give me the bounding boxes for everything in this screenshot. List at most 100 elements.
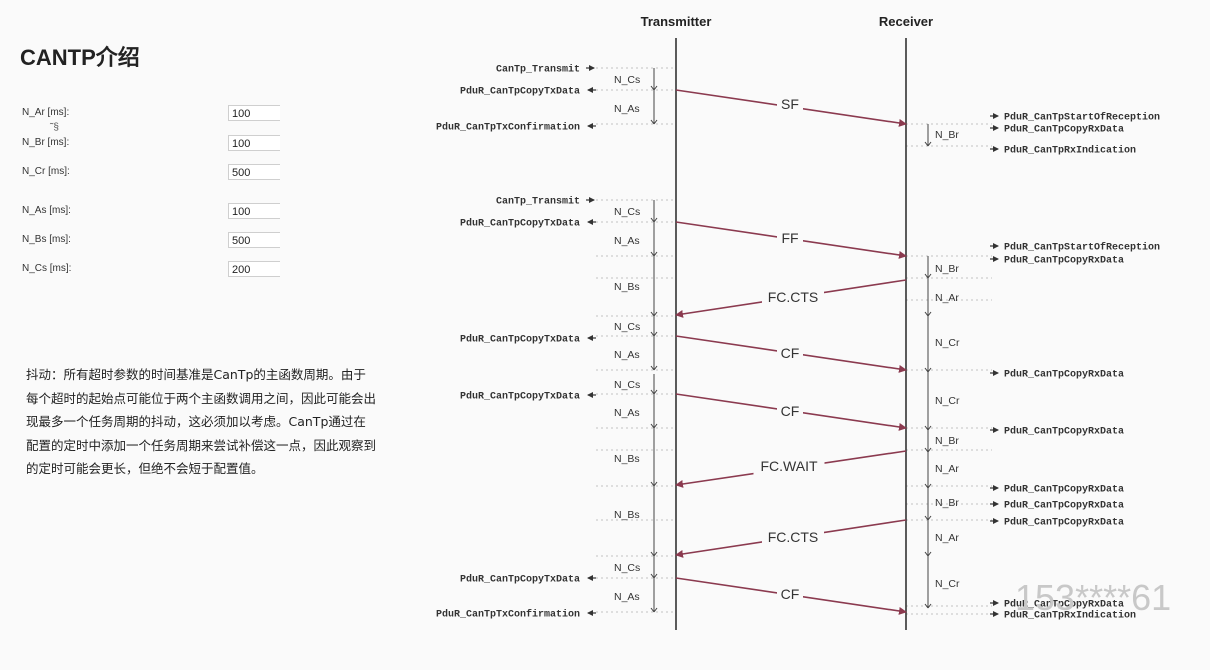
tx-api-call: PduR_CanTpCopyTxData bbox=[460, 574, 580, 586]
timer-bracket bbox=[924, 425, 929, 431]
frame-label: CF bbox=[781, 345, 800, 361]
param-value-field[interactable]: 200 bbox=[228, 261, 280, 277]
tx-api-call: PduR_CanTpTxConfirmation bbox=[436, 609, 580, 621]
frame-label-bg bbox=[777, 96, 803, 113]
rx-timer-label: N_Br bbox=[935, 497, 959, 509]
timer-bracket bbox=[653, 119, 658, 125]
timer-bracket bbox=[650, 573, 655, 579]
tx-api-call: CanTp_Transmit bbox=[496, 64, 580, 76]
timer-bracket bbox=[927, 367, 932, 373]
param-label: N_Cs [ms]: bbox=[22, 263, 72, 274]
tx-timer-label: N_As bbox=[614, 407, 640, 419]
tx-timer-label: N_As bbox=[614, 349, 640, 361]
timer-bracket bbox=[653, 551, 658, 557]
rx-api-call: PduR_CanTpRxIndication bbox=[1004, 145, 1136, 157]
frame-label: FF bbox=[781, 230, 798, 246]
param-value-field[interactable]: 100 bbox=[228, 135, 280, 151]
timer-bracket bbox=[927, 447, 932, 453]
timer-bracket bbox=[924, 141, 929, 147]
tx-timer-label: N_Cs bbox=[614, 74, 640, 86]
rx-api-call: PduR_CanTpCopyRxData bbox=[1004, 124, 1124, 136]
timer-bracket bbox=[927, 311, 932, 317]
frame-label-bg bbox=[762, 289, 824, 306]
timer-bracket bbox=[653, 331, 658, 337]
timer-bracket bbox=[924, 483, 929, 489]
rx-api-call: PduR_CanTpStartOfReception bbox=[1004, 112, 1160, 124]
rx-api-call: PduR_CanTpCopyRxData bbox=[1004, 426, 1124, 438]
timer-bracket bbox=[927, 141, 932, 147]
tx-timer-label: N_Bs bbox=[614, 281, 640, 293]
timer-bracket bbox=[653, 85, 658, 91]
frame-label-bg bbox=[753, 458, 825, 475]
tx-api-call: CanTp_Transmit bbox=[496, 196, 580, 208]
frame-label-bg bbox=[777, 345, 803, 362]
tx-timer-label: N_As bbox=[614, 235, 640, 247]
timer-bracket bbox=[650, 365, 655, 371]
timer-bracket bbox=[650, 551, 655, 557]
rx-api-call: PduR_CanTpRxIndication bbox=[1004, 610, 1136, 622]
text-cursor-icon: ˜§ bbox=[50, 122, 59, 133]
rx-timer-label: N_Br bbox=[935, 129, 959, 141]
timer-bracket bbox=[924, 367, 929, 373]
param-value-field[interactable]: 100 bbox=[228, 105, 280, 121]
tx-timer-label: N_Cs bbox=[614, 206, 640, 218]
timer-bracket bbox=[924, 273, 929, 279]
rx-api-call: PduR_CanTpCopyRxData bbox=[1004, 599, 1124, 611]
frame-label-bg bbox=[762, 529, 824, 546]
rx-timer-label: N_Cr bbox=[935, 395, 960, 407]
timer-bracket bbox=[650, 119, 655, 125]
rx-api-call: PduR_CanTpCopyRxData bbox=[1004, 369, 1124, 381]
timer-bracket bbox=[650, 331, 655, 337]
tx-timer-label: N_As bbox=[614, 591, 640, 603]
timer-bracket bbox=[653, 573, 658, 579]
tx-timer-label: N_Cs bbox=[614, 562, 640, 574]
timer-bracket bbox=[653, 311, 658, 317]
timer-bracket bbox=[927, 515, 932, 521]
timer-bracket bbox=[650, 423, 655, 429]
timer-bracket bbox=[927, 273, 932, 279]
tx-api-call: PduR_CanTpCopyTxData bbox=[460, 218, 580, 230]
param-value-field[interactable]: 500 bbox=[228, 164, 280, 180]
tx-timer-label: N_Cs bbox=[614, 379, 640, 391]
tx-timer-label: N_Bs bbox=[614, 509, 640, 521]
transmitter-header: Transmitter bbox=[641, 14, 712, 29]
timer-bracket bbox=[927, 425, 932, 431]
tx-api-call: PduR_CanTpCopyTxData bbox=[460, 86, 580, 98]
frame-label-bg bbox=[777, 403, 803, 420]
timer-bracket bbox=[924, 551, 929, 557]
frame-label: SF bbox=[781, 96, 799, 112]
timer-bracket bbox=[924, 515, 929, 521]
tx-timer-label: N_Cs bbox=[614, 321, 640, 333]
timer-bracket bbox=[924, 447, 929, 453]
timer-bracket bbox=[653, 217, 658, 223]
rx-timer-label: N_Ar bbox=[935, 463, 959, 475]
frame-label: FC.CTS bbox=[768, 289, 819, 305]
rx-timer-label: N_Br bbox=[935, 263, 959, 275]
rx-timer-label: N_Ar bbox=[935, 292, 959, 304]
rx-api-call: PduR_CanTpCopyRxData bbox=[1004, 484, 1124, 496]
rx-api-call: PduR_CanTpCopyRxData bbox=[1004, 517, 1124, 529]
param-label: N_Cr [ms]: bbox=[22, 166, 70, 177]
rx-timer-label: N_Ar bbox=[935, 532, 959, 544]
tx-api-call: PduR_CanTpTxConfirmation bbox=[436, 122, 580, 134]
timer-bracket bbox=[650, 85, 655, 91]
frame-label: CF bbox=[781, 403, 800, 419]
frame-label: FC.CTS bbox=[768, 529, 819, 545]
timer-bracket bbox=[650, 481, 655, 487]
frame-label-bg bbox=[777, 586, 803, 603]
timer-bracket bbox=[653, 423, 658, 429]
param-label: N_Ar [ms]: bbox=[22, 107, 70, 118]
rx-timer-label: N_Br bbox=[935, 435, 959, 447]
timer-bracket bbox=[653, 481, 658, 487]
rx-api-call: PduR_CanTpCopyRxData bbox=[1004, 255, 1124, 267]
timer-bracket bbox=[924, 603, 929, 609]
tx-timer-label: N_Bs bbox=[614, 453, 640, 465]
rx-api-call: PduR_CanTpStartOfReception bbox=[1004, 242, 1160, 254]
frame-label-bg bbox=[777, 230, 803, 247]
timer-bracket bbox=[653, 389, 658, 395]
param-value-field[interactable]: 100 bbox=[228, 203, 280, 219]
timer-bracket bbox=[650, 607, 655, 613]
timer-bracket bbox=[653, 365, 658, 371]
timer-bracket bbox=[650, 217, 655, 223]
param-value-field[interactable]: 500 bbox=[228, 232, 280, 248]
